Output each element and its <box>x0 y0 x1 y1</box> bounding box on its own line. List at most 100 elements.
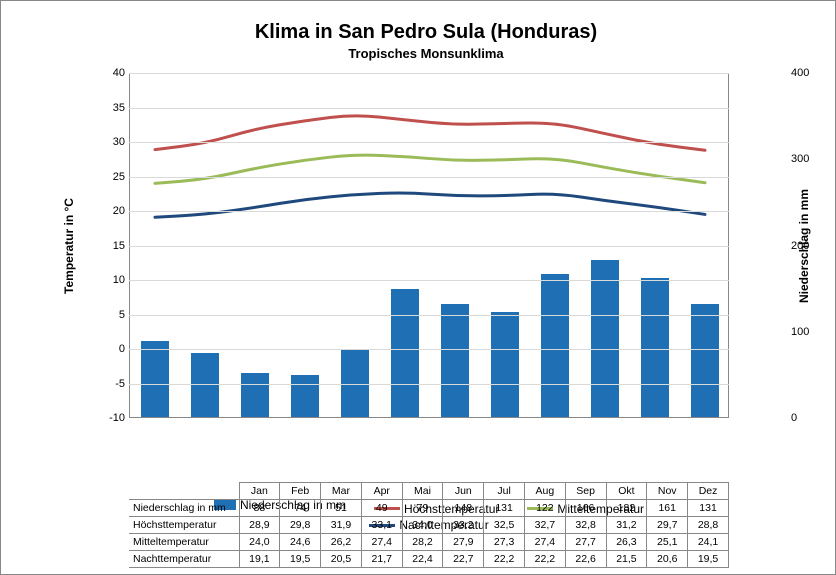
y-left-tick: -5 <box>99 378 125 390</box>
table-cell: 31,9 <box>321 517 362 534</box>
table-month-header: Aug <box>524 483 565 500</box>
table-cell: 32,5 <box>484 517 525 534</box>
table-cell: 31,2 <box>606 517 647 534</box>
table-cell: 19,5 <box>688 551 729 568</box>
table-cell: 148 <box>443 500 484 517</box>
gridline <box>129 73 729 74</box>
plot-area: Temperatur in °C Niederschlag in mm -10-… <box>91 73 761 418</box>
table-cell: 28,8 <box>688 517 729 534</box>
gridline <box>129 211 729 212</box>
mean-line <box>155 155 705 183</box>
table-month-header: Okt <box>606 483 647 500</box>
table-cell: 74 <box>280 500 321 517</box>
y-right-tick: 300 <box>791 153 817 165</box>
table-cell: 19,5 <box>280 551 321 568</box>
gridline <box>129 384 729 385</box>
table-cell: 28,2 <box>402 534 443 551</box>
table-cell: 24,6 <box>280 534 321 551</box>
table-cell: 22,6 <box>565 551 606 568</box>
y-axis-left-label: Temperatur in °C <box>62 198 76 294</box>
climate-chart: Klima in San Pedro Sula (Honduras) Tropi… <box>91 21 761 551</box>
y-right-tick: 400 <box>791 67 817 79</box>
table-month-header: Apr <box>361 483 402 500</box>
table-month-header: Sep <box>565 483 606 500</box>
table-cell: 32,7 <box>524 517 565 534</box>
y-left-tick: 40 <box>99 67 125 79</box>
y-left-tick: 5 <box>99 309 125 321</box>
y-left-tick: 35 <box>99 102 125 114</box>
chart-title: Klima in San Pedro Sula (Honduras) <box>91 21 761 44</box>
table-cell: 22,7 <box>443 551 484 568</box>
gridline <box>129 246 729 247</box>
data-table: JanFebMarAprMaiJunJulAugSepOktNovDez Nied… <box>129 482 729 568</box>
table-month-header: Jun <box>443 483 484 500</box>
table-cell: 28,9 <box>239 517 280 534</box>
table-cell: 32,8 <box>565 517 606 534</box>
table-cell: 161 <box>647 500 688 517</box>
table-row-label: Mitteltemperatur <box>129 534 239 551</box>
table-cell: 27,4 <box>361 534 402 551</box>
table-cell: 131 <box>484 500 525 517</box>
y-left-tick: 0 <box>99 343 125 355</box>
table-cell: 27,4 <box>524 534 565 551</box>
table-cell: 21,7 <box>361 551 402 568</box>
y-right-tick: 0 <box>791 412 817 424</box>
table-cell: 27,3 <box>484 534 525 551</box>
table-cell: 88 <box>239 500 280 517</box>
gridline <box>129 349 729 350</box>
y-left-tick: 30 <box>99 136 125 148</box>
table-cell: 20,5 <box>321 551 362 568</box>
table-cell: 22,2 <box>484 551 525 568</box>
y-left-tick: 10 <box>99 274 125 286</box>
table-cell: 27,9 <box>443 534 484 551</box>
table-cell: 26,3 <box>606 534 647 551</box>
table-month-header: Jul <box>484 483 525 500</box>
table-cell: 24,1 <box>688 534 729 551</box>
table-cell: 29,8 <box>280 517 321 534</box>
table-month-header: Feb <box>280 483 321 500</box>
table-cell: 33,2 <box>443 517 484 534</box>
table-cell: 29,7 <box>647 517 688 534</box>
night-line <box>155 193 705 217</box>
y-left-tick: -10 <box>99 412 125 424</box>
y-left-tick: 25 <box>99 171 125 183</box>
table-cell: 33,1 <box>361 517 402 534</box>
gridline <box>129 315 729 316</box>
table-cell: 49 <box>361 500 402 517</box>
table-cell: 51 <box>321 500 362 517</box>
gridline <box>129 142 729 143</box>
y-right-tick: 200 <box>791 240 817 252</box>
table-cell: 19,1 <box>239 551 280 568</box>
table-cell: 21,5 <box>606 551 647 568</box>
table-month-header: Mar <box>321 483 362 500</box>
table-month-header: Mai <box>402 483 443 500</box>
gridline <box>129 280 729 281</box>
table-cell: 26,2 <box>321 534 362 551</box>
high-line <box>155 116 705 150</box>
table-cell: 22,2 <box>524 551 565 568</box>
table-row-label: Niederschlag in mm <box>129 500 239 517</box>
y-left-tick: 15 <box>99 240 125 252</box>
table-cell: 27,7 <box>565 534 606 551</box>
table-cell: 182 <box>606 500 647 517</box>
gridline <box>129 177 729 178</box>
table-month-header: Jan <box>239 483 280 500</box>
y-right-tick: 100 <box>791 326 817 338</box>
table-row-label: Nachttemperatur <box>129 551 239 568</box>
table-cell: 25,1 <box>647 534 688 551</box>
table-month-header: Dez <box>688 483 729 500</box>
table-cell: 131 <box>688 500 729 517</box>
table-corner <box>129 483 239 500</box>
table-cell: 34,0 <box>402 517 443 534</box>
chart-subtitle: Tropisches Monsunklima <box>91 46 761 61</box>
y-left-tick: 20 <box>99 205 125 217</box>
table-month-header: Nov <box>647 483 688 500</box>
table-row-label: Höchsttemperatur <box>129 517 239 534</box>
table-cell: 20,6 <box>647 551 688 568</box>
table-cell: 166 <box>565 500 606 517</box>
table-cell: 22,4 <box>402 551 443 568</box>
table-cell: 79 <box>402 500 443 517</box>
table-cell: 122 <box>524 500 565 517</box>
gridline <box>129 108 729 109</box>
table-cell: 24,0 <box>239 534 280 551</box>
